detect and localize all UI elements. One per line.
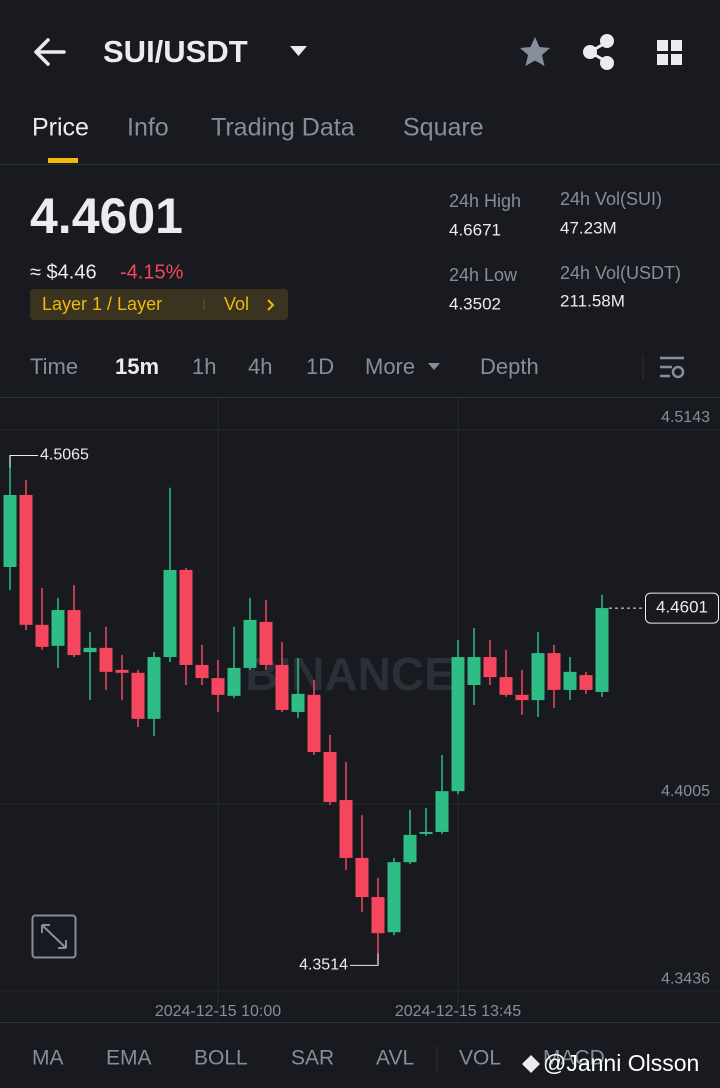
candle-body [339,800,353,858]
candle-body [211,678,225,695]
indicator[interactable]: MACD [543,1047,605,1070]
candle-body [115,669,129,673]
interval[interactable]: Depth [480,354,539,379]
low-label: 4.3514 [299,957,348,974]
more-caret [428,363,440,370]
candle-body [483,657,497,678]
stat-value: 4.6671 [449,220,501,239]
grid-menu-icon[interactable] [657,40,682,65]
high-label: 4.5065 [40,447,89,464]
candle-body [227,667,241,696]
interval[interactable]: More [365,354,415,379]
fiat-price: ≈ $4.46 [30,261,97,283]
pair-title[interactable]: SUI/USDT [103,34,248,69]
watermark-logo [522,1055,540,1073]
candle-body [515,694,529,701]
stat-label: 24h Low [449,265,518,285]
candle-body [323,752,337,803]
indicator[interactable]: VOL [459,1047,501,1070]
fullscreen-button[interactable] [31,914,77,959]
candle-body [451,657,465,792]
candle-body [259,621,273,665]
candle-body [195,664,209,679]
candle-body [403,834,417,863]
tag-chevron [267,299,275,311]
share-icon[interactable] [583,34,614,70]
indicator[interactable]: MA [32,1047,64,1070]
y-tick-label: 4.5143 [661,409,710,426]
last-price-box [645,592,719,624]
candle-body [595,608,609,692]
candle-body [67,610,81,656]
x-tick-label: 2024-12-15 13:45 [395,1003,521,1020]
candle-body [499,677,513,695]
interval[interactable]: 4h [248,354,272,379]
candle-body [179,569,193,665]
tab[interactable]: Trading Data [211,114,355,142]
price-change: -4.15% [120,261,184,283]
chart-settings-icon[interactable] [660,356,685,379]
interval[interactable]: Time [30,354,78,379]
candle-body [51,610,65,646]
candle-body [19,494,33,625]
y-tick-label: 4.3436 [661,970,710,987]
stat-value: 47.23M [560,218,617,237]
interval[interactable]: 15m [115,354,159,379]
indicator[interactable]: BOLL [194,1047,248,1070]
indicator[interactable]: AVL [376,1047,414,1070]
candle-body [547,653,561,690]
tag-box[interactable] [30,289,288,320]
candle-body [307,694,321,753]
y-tick-label: 4.4005 [661,783,710,800]
tab[interactable]: Price [32,114,89,142]
favorite-icon[interactable] [520,37,550,66]
stat-label: 24h Vol(USDT) [560,263,681,283]
pair-dropdown[interactable] [290,46,307,56]
candle-body [579,675,593,690]
back-button[interactable] [34,38,66,66]
candle-body [563,671,577,690]
candle-body [243,619,257,668]
tab[interactable]: Info [127,114,169,142]
stat-value: 4.3502 [449,294,501,313]
last-price: 4.4601 [30,188,183,244]
candle-body [131,672,145,719]
candle-body [291,693,305,712]
candle-body [83,647,97,653]
x-tick-label: 2024-12-15 10:00 [155,1003,281,1020]
candle-body [35,624,49,647]
candle-body [387,862,401,933]
candle-body [371,897,385,934]
candle-body [419,831,433,834]
stat-value: 211.58M [560,291,625,310]
candle-body [531,653,545,701]
tag-extra[interactable]: Vol [224,294,249,314]
low-marker [350,953,379,966]
interval[interactable]: 1h [192,354,216,379]
chart: 2024-12-15 10:00 2024-12-15 13:45 4.5143 4.… [0,398,720,1022]
candle-body [3,494,17,567]
watermark: @Janni Olsson [543,1050,699,1076]
candle-body [435,791,449,832]
indicator[interactable]: SAR [291,1047,334,1070]
candle-body [163,569,177,658]
interval[interactable]: 1D [306,354,334,379]
tab-indicator [48,158,78,163]
tab[interactable]: Square [403,114,484,142]
stat-label: 24h High [449,191,521,211]
candle-body [467,657,481,685]
high-marker [9,455,38,468]
last-price-label: 4.4601 [656,598,708,617]
candle-body [99,647,113,672]
candle-body [147,657,161,719]
candle-body [355,857,369,898]
indicator[interactable]: EMA [106,1047,152,1070]
stat-label: 24h Vol(SUI) [560,189,662,209]
candle-body [275,664,289,710]
tag[interactable]: Layer 1 / Layer [42,294,162,314]
